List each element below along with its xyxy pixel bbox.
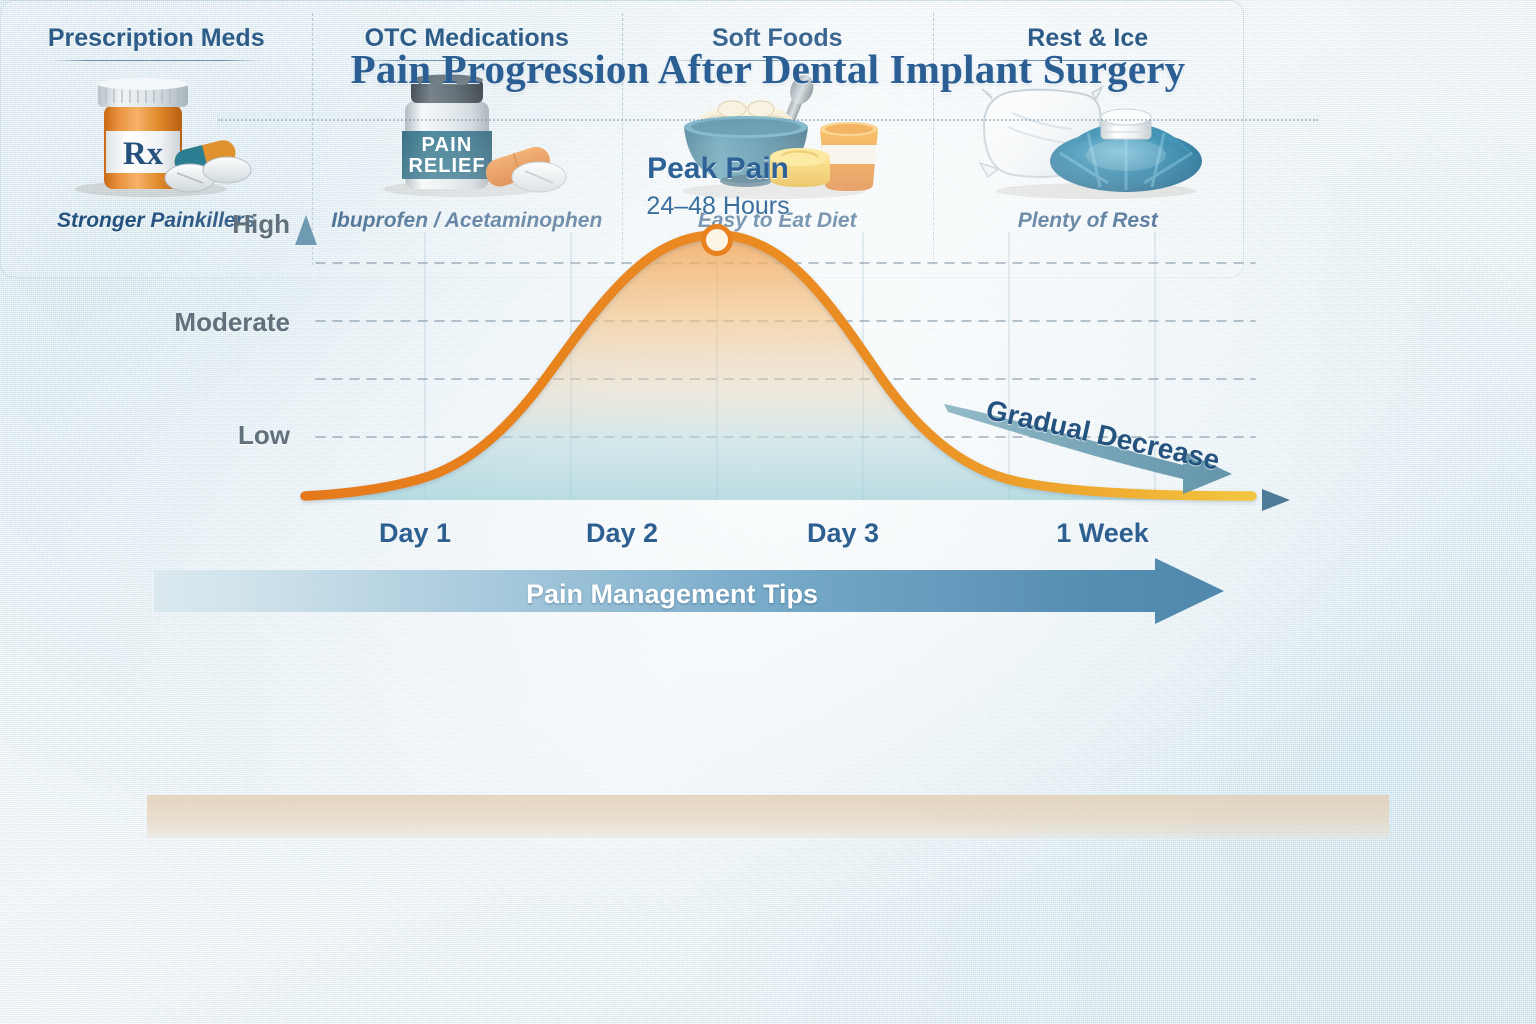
pain-relief-label-line1: PAIN	[421, 134, 472, 156]
card-caption: Easy to Eat Diet	[697, 209, 857, 232]
banner-label: Pain Management Tips	[525, 579, 819, 609]
card-title-rule	[50, 60, 263, 61]
soft-foods-icon	[622, 65, 933, 201]
peak-pain-title: Peak Pain	[647, 152, 789, 185]
pain-relief-label-line2: RELIEF	[408, 155, 485, 177]
pain-relief-bottle-icon: PAIN RELIEF	[312, 65, 623, 201]
pain-management-cards-panel: Prescription Meds	[0, 0, 1244, 278]
chart-area-fill	[305, 238, 1255, 500]
chart-x-axis	[301, 489, 1290, 511]
card-title-rule	[981, 60, 1194, 61]
peak-pain-subtitle: 24–48 Hours	[646, 192, 790, 220]
card-rest-and-ice[interactable]: Rest & Ice	[932, 1, 1244, 277]
card-title-rule	[360, 60, 573, 61]
pain-management-banner	[154, 558, 1224, 624]
illustration-shelf	[147, 795, 1389, 838]
card-title-rule	[671, 60, 884, 61]
page-title: Pain Progression After Dental Implant Su…	[350, 46, 1186, 92]
card-title: OTC Medications	[364, 24, 569, 52]
card-title: Soft Foods	[711, 24, 843, 52]
y-axis-label-low: Low	[238, 420, 290, 450]
card-caption: Plenty of Rest	[1017, 209, 1158, 232]
title-divider	[218, 116, 1318, 121]
chart-gridlines-horizontal	[315, 262, 1256, 438]
pillow-ice-bag-icon	[933, 65, 1244, 201]
card-title: Prescription Meds	[47, 24, 265, 52]
card-soft-foods[interactable]: Soft Foods	[622, 1, 933, 277]
x-axis-label-week: 1 Week	[1056, 518, 1149, 548]
card-caption: Ibuprofen / Acetaminophen	[331, 209, 603, 232]
banner-arrow-shape	[154, 558, 1224, 624]
x-axis-label-day2: Day 2	[585, 518, 659, 548]
card-title: Rest & Ice	[1027, 24, 1149, 52]
y-axis-label-high: High	[232, 209, 290, 239]
y-axis-label-moderate: Moderate	[174, 307, 290, 337]
x-axis-label-day3: Day 3	[806, 518, 880, 548]
prescription-bottle-icon: Rx	[1, 65, 312, 201]
peak-marker	[701, 224, 733, 256]
card-caption: Stronger Painkillers	[57, 209, 256, 232]
card-otc-medications[interactable]: OTC Medications	[311, 1, 623, 277]
gradual-decrease-arrow	[944, 404, 1232, 494]
rx-label: Rx	[123, 136, 164, 172]
pain-progression-chart	[295, 215, 1290, 511]
chart-y-axis	[295, 215, 317, 505]
x-axis-label-day1: Day 1	[378, 518, 452, 548]
card-prescription-meds[interactable]: Prescription Meds	[1, 1, 312, 277]
